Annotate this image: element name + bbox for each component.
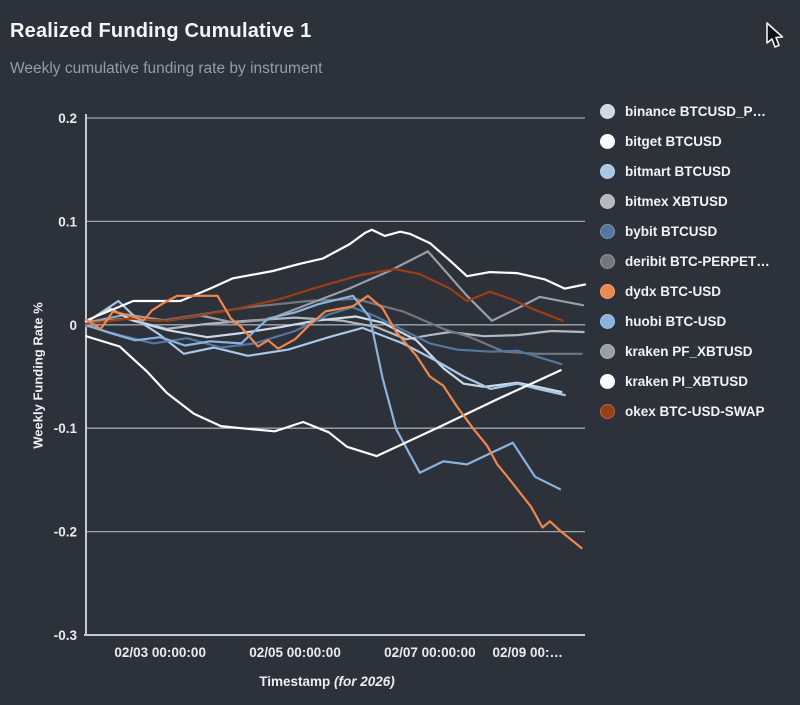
mouse-cursor-icon bbox=[766, 22, 784, 48]
legend-swatch-bitmex bbox=[600, 194, 615, 209]
series-line-kraken bbox=[84, 335, 562, 458]
x-axis-title: Timestamp (for 2026) bbox=[167, 674, 487, 689]
series-line-okex bbox=[84, 267, 564, 325]
legend-item-huobi[interactable]: huobi BTC-USD bbox=[600, 311, 800, 332]
series-line-binance bbox=[84, 307, 563, 394]
legend-swatch-huobi bbox=[600, 314, 615, 329]
legend-label: binance BTCUSD_P… bbox=[625, 104, 767, 119]
legend-label: bitmex XBTUSD bbox=[625, 194, 728, 209]
page-title: Realized Funding Cumulative 1 bbox=[10, 20, 312, 42]
legend-swatch-okex bbox=[600, 404, 615, 419]
series-line-bitmex bbox=[84, 316, 585, 341]
series-line-dydx bbox=[84, 294, 583, 550]
legend-item-dydx[interactable]: dydx BTC-USD bbox=[600, 281, 800, 302]
legend-item-bitmart[interactable]: bitmart BTCUSD bbox=[600, 161, 800, 182]
legend-item-bitget[interactable]: bitget BTCUSD bbox=[600, 131, 800, 152]
legend-label: bitmart BTCUSD bbox=[625, 164, 731, 179]
y-tick-label: -0.1 bbox=[54, 421, 78, 436]
legend-item-bybit[interactable]: bybit BTCUSD bbox=[600, 221, 800, 242]
y-tick-label: 0.2 bbox=[58, 111, 77, 126]
legend-label: okex BTC-USD-SWAP bbox=[625, 404, 765, 419]
legend-label: dydx BTC-USD bbox=[625, 284, 722, 299]
x-axis-title-note: (for 2026) bbox=[334, 674, 395, 689]
legend-item-deribit[interactable]: deribit BTC-PERPET… bbox=[600, 251, 800, 272]
legend: binance BTCUSD_P… bitget BTCUSD bitmart … bbox=[600, 101, 800, 422]
series-line-huobi bbox=[84, 294, 562, 491]
legend-label: kraken PF_XBTUSD bbox=[625, 344, 753, 359]
legend-label: kraken PI_XBTUSD bbox=[625, 374, 749, 389]
legend-label: deribit BTC-PERPET… bbox=[625, 254, 770, 269]
legend-swatch-deribit bbox=[600, 254, 615, 269]
legend-swatch-bybit bbox=[600, 224, 615, 239]
x-tick-label: 02/05 00:00:00 bbox=[249, 645, 341, 660]
x-tick-label: 02/03 00:00:00 bbox=[114, 645, 206, 660]
legend-item-kraken-pi[interactable]: kraken PI_XBTUSD bbox=[600, 371, 800, 392]
legend-swatch-bitget bbox=[600, 134, 615, 149]
legend-label: bybit BTCUSD bbox=[625, 224, 718, 239]
legend-swatch-kraken-pi bbox=[600, 374, 615, 389]
x-axis-title-main: Timestamp bbox=[259, 674, 331, 689]
y-tick-label: 0 bbox=[69, 318, 77, 333]
series-line-bitmart bbox=[84, 299, 566, 397]
legend-label: bitget BTCUSD bbox=[625, 134, 722, 149]
series-line-bitget bbox=[84, 228, 587, 322]
legend-swatch-binance bbox=[600, 104, 615, 119]
y-tick-label: 0.1 bbox=[58, 214, 77, 229]
legend-swatch-dydx bbox=[600, 284, 615, 299]
page-subtitle: Weekly cumulative funding rate by instru… bbox=[10, 60, 323, 77]
y-tick-label: -0.2 bbox=[54, 525, 77, 540]
x-tick-label: 02/07 00:00:00 bbox=[384, 645, 476, 660]
legend-swatch-bitmart bbox=[600, 164, 615, 179]
legend-item-binance[interactable]: binance BTCUSD_P… bbox=[600, 101, 800, 122]
legend-item-okex[interactable]: okex BTC-USD-SWAP bbox=[600, 401, 800, 422]
y-tick-label: -0.3 bbox=[54, 628, 78, 643]
x-tick-label: 02/09 00:… bbox=[492, 645, 563, 660]
legend-item-kraken-pf[interactable]: kraken PF_XBTUSD bbox=[600, 341, 800, 362]
legend-swatch-kraken-pf bbox=[600, 344, 615, 359]
legend-item-bitmex[interactable]: bitmex XBTUSD bbox=[600, 191, 800, 212]
legend-label: huobi BTC-USD bbox=[625, 314, 727, 329]
y-axis-title: Weekly Funding Rate % bbox=[30, 302, 46, 449]
